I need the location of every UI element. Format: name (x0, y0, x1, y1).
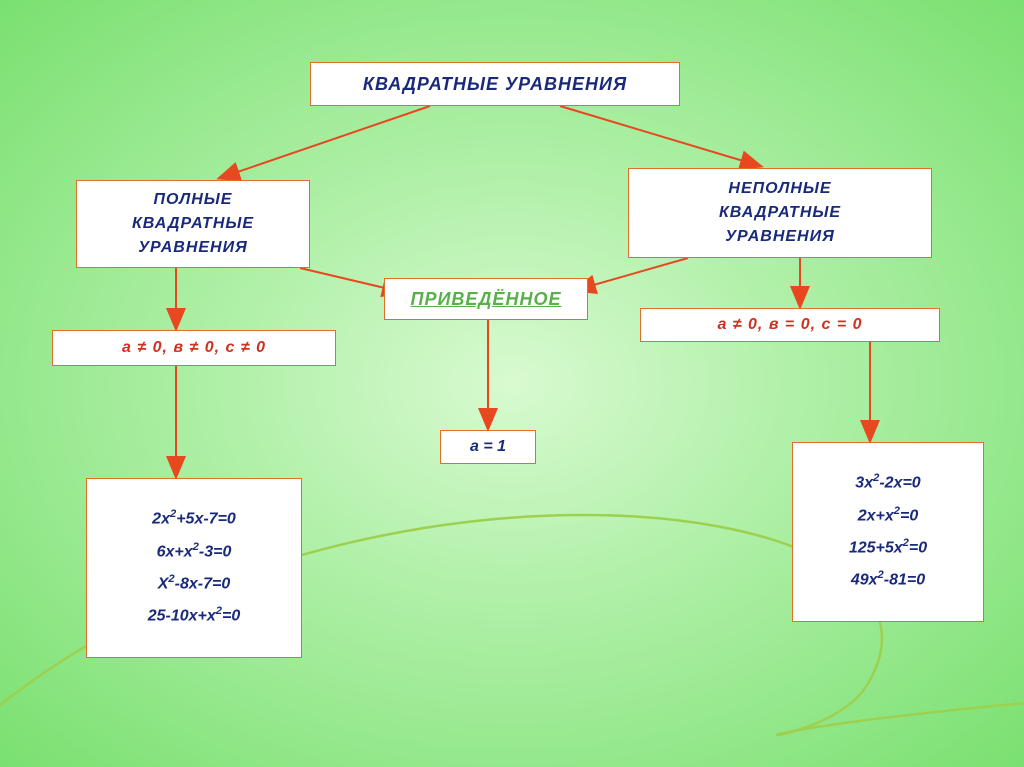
a-equals-one-text: а = 1 (470, 438, 506, 456)
incomplete-line-3: УРАВНЕНИЯ (725, 225, 835, 249)
condition-incomplete-box: а ≠ 0, в = 0, с = 0 (640, 308, 940, 342)
condition-full-text: а ≠ 0, в ≠ 0, с ≠ 0 (122, 339, 266, 357)
ex-full-2: 6х+х2-3=0 (157, 536, 232, 568)
examples-incomplete-box: 3х2-2х=0 2х+х2=0 125+5х2=0 49х2-81=0 (792, 442, 984, 622)
ex-full-3: Х2-8х-7=0 (158, 568, 231, 600)
root-title-text: КВАДРАТНЫЕ УРАВНЕНИЯ (363, 74, 627, 95)
incomplete-line-1: НЕПОЛНЫЕ (728, 177, 831, 201)
reduced-text: ПРИВЕДЁННОЕ (411, 289, 562, 310)
incomplete-equations-box: НЕПОЛНЫЕ КВАДРАТНЫЕ УРАВНЕНИЯ (628, 168, 932, 258)
condition-incomplete-text: а ≠ 0, в = 0, с = 0 (717, 316, 862, 334)
root-title-box: КВАДРАТНЫЕ УРАВНЕНИЯ (310, 62, 680, 106)
full-line-3: УРАВНЕНИЯ (138, 236, 248, 260)
full-line-1: ПОЛНЫЕ (154, 188, 233, 212)
full-line-2: КВАДРАТНЫЕ (132, 212, 254, 236)
a-equals-one-box: а = 1 (440, 430, 536, 464)
ex-full-1: 2х2+5х-7=0 (152, 503, 236, 535)
arrow-root-to-full (220, 106, 430, 178)
reduced-box: ПРИВЕДЁННОЕ (384, 278, 588, 320)
ex-incomp-4: 49х2-81=0 (851, 564, 925, 596)
arrow-incomplete-to-reduced (576, 258, 688, 290)
incomplete-line-2: КВАДРАТНЫЕ (719, 201, 841, 225)
condition-full-box: а ≠ 0, в ≠ 0, с ≠ 0 (52, 330, 336, 366)
ex-full-4: 25-10х+х2=0 (148, 600, 241, 632)
arrow-root-to-incomplete (560, 106, 760, 166)
ex-incomp-1: 3х2-2х=0 (855, 467, 920, 499)
examples-full-box: 2х2+5х-7=0 6х+х2-3=0 Х2-8х-7=0 25-10х+х2… (86, 478, 302, 658)
ex-incomp-2: 2х+х2=0 (858, 500, 919, 532)
full-equations-box: ПОЛНЫЕ КВАДРАТНЫЕ УРАВНЕНИЯ (76, 180, 310, 268)
ex-incomp-3: 125+5х2=0 (849, 532, 927, 564)
